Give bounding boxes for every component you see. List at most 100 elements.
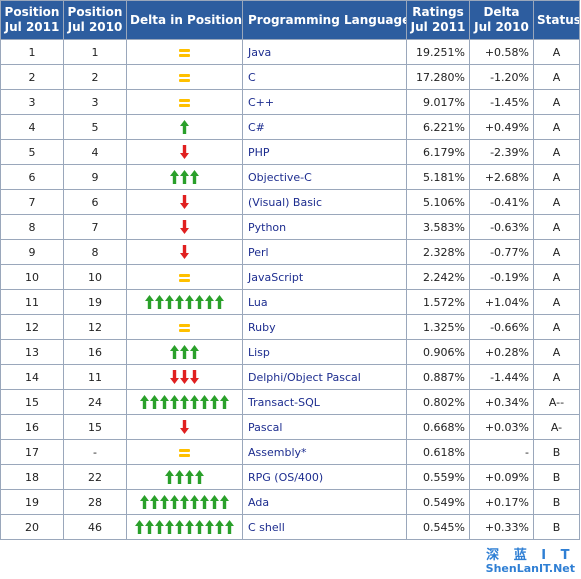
cell-language[interactable]: C# [242, 114, 407, 140]
cell-language[interactable]: Transact-SQL [242, 389, 407, 415]
cell-delta-position [126, 289, 243, 315]
arrow-up-icon [140, 395, 149, 409]
cell-language[interactable]: C++ [242, 89, 407, 115]
arrow-up-icon [155, 295, 164, 309]
cell-status: B [533, 464, 580, 490]
cell-language[interactable]: Perl [242, 239, 407, 265]
delta-indicator [179, 98, 190, 107]
cell-delta-position [126, 164, 243, 190]
cell-position-2010: 28 [63, 489, 127, 515]
cell-delta-position [126, 464, 243, 490]
arrow-up-icon [170, 495, 179, 509]
cell-rating: 5.106% [406, 189, 470, 215]
delta-indicator [145, 295, 224, 309]
table-row: 9 8 Perl 2.328% -0.77% A [0, 239, 580, 265]
cell-status: B [533, 489, 580, 515]
cell-language[interactable]: Lua [242, 289, 407, 315]
equal-icon [179, 48, 190, 57]
table-row: 13 16 Lisp 0.906% +0.28% A [0, 339, 580, 365]
cell-language[interactable]: JavaScript [242, 264, 407, 290]
arrow-up-icon [175, 470, 184, 484]
arrow-up-icon [180, 120, 189, 134]
delta-indicator [135, 520, 234, 534]
cell-delta: -0.77% [469, 239, 534, 265]
cell-position-2010: 3 [63, 89, 127, 115]
delta-indicator [140, 495, 229, 509]
cell-status: A [533, 89, 580, 115]
cell-status: A [533, 239, 580, 265]
arrow-up-icon [190, 345, 199, 359]
cell-language[interactable]: (Visual) Basic [242, 189, 407, 215]
arrow-up-icon [160, 495, 169, 509]
cell-position-2011: 3 [0, 89, 64, 115]
arrow-up-icon [220, 495, 229, 509]
cell-language[interactable]: Ruby [242, 314, 407, 340]
cell-delta-position [126, 114, 243, 140]
cell-language[interactable]: RPG (OS/400) [242, 464, 407, 490]
cell-language[interactable]: Assembly* [242, 439, 407, 465]
cell-position-2011: 16 [0, 414, 64, 440]
header-delta-position[interactable]: Delta in Position [126, 0, 243, 40]
delta-indicator [179, 48, 190, 57]
table-row: 11 19 Lua 1.572% +1.04% A [0, 289, 580, 315]
cell-position-2010: 46 [63, 514, 127, 540]
arrow-up-icon [165, 470, 174, 484]
cell-position-2011: 12 [0, 314, 64, 340]
arrow-up-icon [190, 495, 199, 509]
table-row: 10 10 JavaScript 2.242% -0.19% A [0, 264, 580, 290]
cell-language[interactable]: Python [242, 214, 407, 240]
cell-language[interactable]: C [242, 64, 407, 90]
arrow-up-icon [200, 495, 209, 509]
cell-delta-position [126, 489, 243, 515]
cell-delta-position [126, 39, 243, 65]
cell-position-2011: 4 [0, 114, 64, 140]
cell-status: A [533, 189, 580, 215]
cell-language[interactable]: PHP [242, 139, 407, 165]
equal-icon [179, 323, 190, 332]
cell-position-2011: 6 [0, 164, 64, 190]
delta-indicator [179, 73, 190, 82]
header-language[interactable]: Programming Language [242, 0, 407, 40]
cell-language[interactable]: C shell [242, 514, 407, 540]
cell-delta: +0.03% [469, 414, 534, 440]
cell-language[interactable]: Java [242, 39, 407, 65]
delta-indicator [180, 195, 189, 209]
arrow-up-icon [180, 495, 189, 509]
cell-language[interactable]: Objective-C [242, 164, 407, 190]
watermark-logo: 深 蓝 I T ShenLanIT.Net [486, 549, 575, 575]
cell-rating: 2.242% [406, 264, 470, 290]
cell-rating: 6.221% [406, 114, 470, 140]
cell-position-2010: 5 [63, 114, 127, 140]
delta-indicator [165, 470, 204, 484]
table-row: 2 2 C 17.280% -1.20% A [0, 64, 580, 90]
equal-icon [179, 98, 190, 107]
table-row: 17- Assembly* 0.618% - B [0, 439, 580, 465]
cell-language[interactable]: Pascal [242, 414, 407, 440]
header-delta[interactable]: Delta Jul 2010 [469, 0, 534, 40]
cell-language[interactable]: Lisp [242, 339, 407, 365]
cell-rating: 0.618% [406, 439, 470, 465]
cell-delta-position [126, 389, 243, 415]
cell-position-2011: 1 [0, 39, 64, 65]
header-position-2010[interactable]: Position Jul 2010 [63, 0, 127, 40]
header-position-2011[interactable]: Position Jul 2011 [0, 0, 64, 40]
cell-position-2011: 8 [0, 214, 64, 240]
cell-status: A [533, 214, 580, 240]
header-status[interactable]: Status [533, 0, 580, 40]
cell-position-2010: 12 [63, 314, 127, 340]
cell-language[interactable]: Delphi/Object Pascal [242, 364, 407, 390]
arrow-up-icon [185, 520, 194, 534]
cell-delta: -1.20% [469, 64, 534, 90]
cell-language[interactable]: Ada [242, 489, 407, 515]
cell-position-2011: 17 [0, 439, 64, 465]
header-ratings[interactable]: Ratings Jul 2011 [406, 0, 470, 40]
table-row: 5 4 PHP 6.179% -2.39% A [0, 139, 580, 165]
delta-indicator [170, 345, 199, 359]
delta-indicator [180, 145, 189, 159]
cell-status: A [533, 164, 580, 190]
cell-delta-position [126, 339, 243, 365]
cell-position-2011: 18 [0, 464, 64, 490]
table-row: 14 11 Delphi/Object Pascal 0.887% -1.44% A [0, 364, 580, 390]
cell-position-2010: 8 [63, 239, 127, 265]
arrow-up-icon [180, 395, 189, 409]
